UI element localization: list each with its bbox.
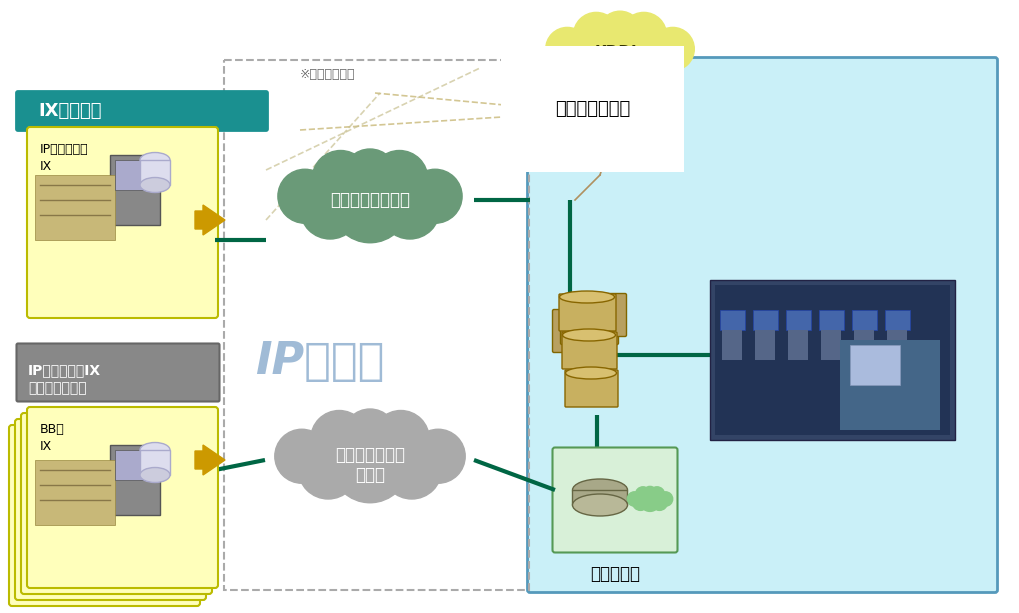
Text: IP通信網: IP通信網 bbox=[255, 340, 384, 383]
Bar bbox=[224, 60, 529, 590]
Circle shape bbox=[411, 429, 465, 483]
Text: ※バックアップ: ※バックアップ bbox=[300, 68, 355, 81]
FancyBboxPatch shape bbox=[561, 332, 616, 369]
FancyBboxPatch shape bbox=[9, 425, 200, 606]
Ellipse shape bbox=[140, 443, 170, 457]
Circle shape bbox=[408, 169, 462, 223]
Circle shape bbox=[657, 492, 673, 506]
Bar bbox=[572, 490, 627, 505]
Bar bbox=[851, 310, 876, 330]
Circle shape bbox=[300, 179, 360, 239]
Text: BB版: BB版 bbox=[40, 423, 64, 436]
Circle shape bbox=[311, 411, 367, 468]
Bar bbox=[788, 330, 807, 360]
FancyBboxPatch shape bbox=[16, 91, 267, 131]
Bar bbox=[719, 310, 744, 330]
FancyBboxPatch shape bbox=[527, 58, 997, 593]
Ellipse shape bbox=[559, 291, 613, 303]
Circle shape bbox=[372, 411, 429, 468]
Bar bbox=[140, 160, 170, 185]
Ellipse shape bbox=[561, 329, 614, 341]
FancyArrow shape bbox=[195, 205, 225, 235]
Circle shape bbox=[298, 439, 358, 499]
Bar bbox=[140, 450, 170, 475]
Text: IP通信網対応: IP通信網対応 bbox=[40, 143, 89, 156]
Ellipse shape bbox=[140, 178, 170, 192]
Ellipse shape bbox=[565, 367, 615, 379]
FancyBboxPatch shape bbox=[565, 370, 618, 407]
Text: インターネット
閉域網: インターネット 閉域網 bbox=[334, 446, 405, 484]
Circle shape bbox=[312, 151, 369, 207]
Text: 閉域網ユーザー: 閉域網ユーザー bbox=[28, 381, 87, 395]
Bar bbox=[115, 160, 155, 190]
Circle shape bbox=[651, 495, 666, 511]
Circle shape bbox=[381, 439, 441, 499]
Bar bbox=[754, 330, 774, 360]
Circle shape bbox=[277, 169, 331, 223]
Bar bbox=[752, 310, 777, 330]
FancyBboxPatch shape bbox=[26, 407, 218, 588]
Circle shape bbox=[588, 24, 650, 86]
Text: お客様設備: お客様設備 bbox=[589, 565, 639, 583]
FancyBboxPatch shape bbox=[560, 302, 618, 345]
Ellipse shape bbox=[140, 468, 170, 482]
Text: インターネット網: インターネット網 bbox=[330, 191, 410, 209]
FancyBboxPatch shape bbox=[15, 419, 206, 600]
Bar bbox=[818, 310, 843, 330]
FancyBboxPatch shape bbox=[558, 294, 615, 331]
FancyArrow shape bbox=[195, 445, 225, 475]
Circle shape bbox=[545, 28, 588, 70]
Circle shape bbox=[639, 490, 659, 511]
Circle shape bbox=[379, 179, 439, 239]
Bar bbox=[786, 310, 810, 330]
Circle shape bbox=[331, 425, 409, 503]
Circle shape bbox=[274, 429, 328, 483]
Bar bbox=[115, 450, 155, 480]
Circle shape bbox=[342, 409, 396, 463]
Bar bbox=[714, 285, 949, 435]
FancyBboxPatch shape bbox=[552, 447, 677, 552]
Text: セコムセンター: セコムセンター bbox=[554, 100, 630, 118]
FancyBboxPatch shape bbox=[26, 127, 218, 318]
Bar bbox=[721, 330, 741, 360]
Bar bbox=[887, 330, 906, 360]
Circle shape bbox=[371, 151, 428, 207]
Circle shape bbox=[564, 35, 611, 83]
Circle shape bbox=[642, 486, 656, 501]
Bar bbox=[709, 280, 954, 440]
Circle shape bbox=[573, 12, 619, 58]
Circle shape bbox=[627, 492, 641, 506]
Ellipse shape bbox=[572, 479, 627, 501]
Circle shape bbox=[598, 11, 641, 55]
Bar bbox=[110, 155, 160, 225]
FancyBboxPatch shape bbox=[568, 294, 626, 337]
Bar bbox=[820, 330, 841, 360]
FancyBboxPatch shape bbox=[16, 343, 219, 402]
Circle shape bbox=[650, 28, 694, 70]
Ellipse shape bbox=[572, 494, 627, 516]
Circle shape bbox=[331, 165, 409, 243]
Circle shape bbox=[635, 487, 650, 502]
Bar bbox=[110, 445, 160, 515]
Ellipse shape bbox=[140, 153, 170, 167]
Bar bbox=[35, 460, 115, 525]
Circle shape bbox=[632, 495, 648, 511]
Bar bbox=[849, 345, 899, 385]
Bar bbox=[35, 175, 115, 240]
Text: KDDI網: KDDI網 bbox=[593, 45, 645, 59]
FancyBboxPatch shape bbox=[552, 310, 610, 352]
Text: IX: IX bbox=[40, 160, 52, 173]
Text: IXユーザー: IXユーザー bbox=[38, 102, 102, 120]
Text: IX: IX bbox=[40, 440, 52, 453]
FancyBboxPatch shape bbox=[21, 413, 212, 594]
Bar bbox=[853, 330, 873, 360]
Circle shape bbox=[649, 487, 664, 502]
Circle shape bbox=[621, 12, 666, 58]
Circle shape bbox=[628, 35, 676, 83]
Text: IP通信網対応IX: IP通信網対応IX bbox=[28, 363, 101, 377]
Circle shape bbox=[342, 149, 396, 203]
Bar bbox=[884, 310, 909, 330]
Bar bbox=[840, 340, 940, 430]
